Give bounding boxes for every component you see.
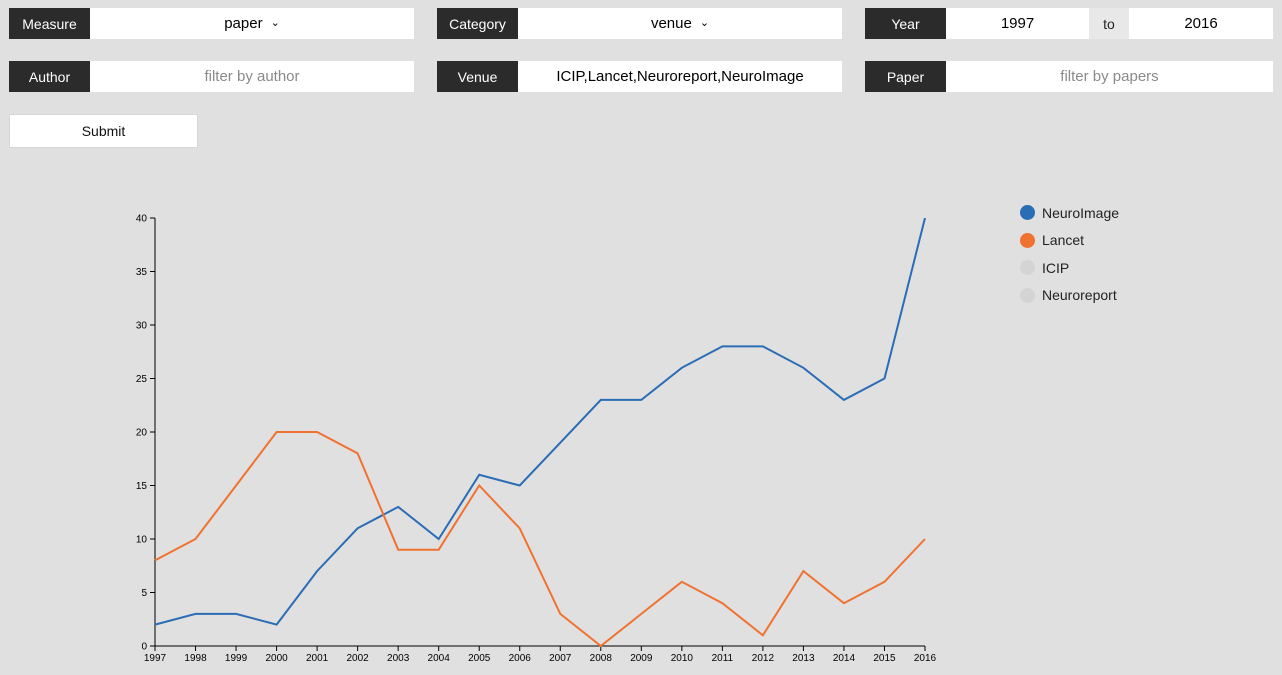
x-tick-label: 2016 xyxy=(914,653,937,664)
x-tick-label: 2013 xyxy=(792,653,815,664)
x-tick-label: 2006 xyxy=(509,653,532,664)
y-tick-label: 5 xyxy=(141,588,147,599)
x-tick-label: 2002 xyxy=(347,653,370,664)
measure-value: paper xyxy=(224,15,263,32)
y-tick-label: 10 xyxy=(136,535,148,546)
legend-item[interactable]: Lancet xyxy=(1020,227,1119,255)
x-tick-label: 2007 xyxy=(549,653,572,664)
category-select[interactable]: venue ⌄ xyxy=(518,8,842,39)
x-tick-label: 2005 xyxy=(468,653,491,664)
measure-field: Measure paper ⌄ xyxy=(9,8,414,39)
submit-button[interactable]: Submit xyxy=(9,114,198,148)
y-tick-label: 15 xyxy=(136,481,148,492)
x-tick-label: 2014 xyxy=(833,653,856,664)
chevron-down-icon: ⌄ xyxy=(270,17,280,29)
legend-dot-icon xyxy=(1020,232,1035,248)
series-line-neuroimage xyxy=(154,217,926,626)
y-tick-label: 25 xyxy=(136,374,148,385)
venue-input[interactable]: ICIP,Lancet,Neuroreport,NeuroImage xyxy=(518,61,842,92)
series-line-lancet xyxy=(154,431,926,648)
x-tick-label: 2003 xyxy=(387,653,410,664)
legend-label: ICIP xyxy=(1042,259,1070,276)
venue-field: Venue ICIP,Lancet,Neuroreport,NeuroImage xyxy=(437,61,842,92)
x-tick-label: 2000 xyxy=(265,653,288,664)
x-tick-label: 1999 xyxy=(225,653,248,664)
legend-item[interactable]: Neuroreport xyxy=(1020,282,1119,310)
category-value: venue xyxy=(650,15,692,32)
legend-item[interactable]: NeuroImage xyxy=(1020,199,1119,227)
author-input[interactable] xyxy=(90,61,414,92)
x-tick-label: 1998 xyxy=(184,653,207,664)
y-tick-label: 20 xyxy=(136,428,148,439)
x-tick-label: 1997 xyxy=(144,653,167,664)
author-field: Author xyxy=(9,61,414,92)
x-tick-label: 2009 xyxy=(630,653,653,664)
legend-label: NeuroImage xyxy=(1042,204,1120,221)
chevron-down-icon: ⌄ xyxy=(699,17,710,29)
x-tick-label: 2010 xyxy=(671,653,694,664)
y-tick-label: 35 xyxy=(136,267,148,278)
year-from-input[interactable]: 1997 xyxy=(946,8,1089,39)
legend-label: Lancet xyxy=(1042,232,1085,249)
y-tick-label: 0 xyxy=(141,642,147,653)
measure-label: Measure xyxy=(9,8,90,39)
x-tick-label: 2011 xyxy=(712,653,734,664)
category-field: Category venue ⌄ xyxy=(437,8,842,39)
x-tick-label: 2015 xyxy=(873,653,896,664)
year-to-label: to xyxy=(1089,8,1129,39)
measure-select[interactable]: paper ⌄ xyxy=(90,8,414,39)
legend-dot-icon xyxy=(1020,260,1035,276)
legend-item[interactable]: ICIP xyxy=(1020,254,1119,282)
x-tick-label: 2004 xyxy=(428,653,451,664)
paper-label: Paper xyxy=(865,61,946,92)
paper-field: Paper xyxy=(865,61,1273,92)
legend-label: Neuroreport xyxy=(1042,287,1117,304)
y-tick-label: 30 xyxy=(136,321,148,332)
legend-dot-icon xyxy=(1020,205,1035,221)
year-to-input[interactable]: 2016 xyxy=(1129,8,1273,39)
x-tick-label: 2001 xyxy=(306,653,329,664)
category-label: Category xyxy=(437,8,518,39)
author-label: Author xyxy=(9,61,90,92)
legend: NeuroImage Lancet ICIP Neuroreport xyxy=(1020,199,1119,309)
y-tick-label: 40 xyxy=(136,214,148,225)
year-field: Year 1997 to 2016 xyxy=(865,8,1273,39)
year-label: Year xyxy=(865,8,946,39)
paper-input[interactable] xyxy=(946,61,1273,92)
venue-label: Venue xyxy=(437,61,518,92)
legend-dot-icon xyxy=(1020,287,1035,303)
x-tick-label: 2012 xyxy=(752,653,775,664)
x-tick-label: 2008 xyxy=(590,653,613,664)
